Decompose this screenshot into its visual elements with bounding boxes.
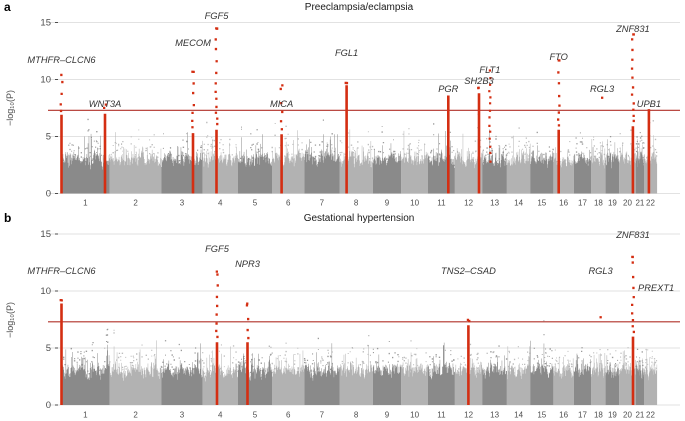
svg-text:16: 16 (559, 199, 568, 208)
svg-text:20: 20 (623, 411, 632, 420)
svg-text:1: 1 (83, 199, 88, 208)
svg-text:17: 17 (578, 199, 587, 208)
svg-text:10: 10 (410, 411, 419, 420)
svg-text:20: 20 (623, 199, 632, 208)
svg-text:−log₁₀(P): −log₁₀(P) (5, 302, 15, 338)
svg-text:MTHFR–CLCN6: MTHFR–CLCN6 (27, 55, 96, 65)
svg-text:a: a (4, 0, 11, 14)
svg-text:7: 7 (320, 411, 325, 420)
svg-text:15: 15 (537, 411, 546, 420)
svg-text:14: 14 (514, 199, 523, 208)
svg-text:3: 3 (180, 411, 185, 420)
svg-text:Gestational hypertension: Gestational hypertension (304, 213, 415, 224)
svg-text:11: 11 (437, 411, 446, 420)
svg-text:MECOM: MECOM (175, 38, 211, 48)
svg-text:14: 14 (514, 411, 523, 420)
svg-text:15: 15 (40, 18, 51, 29)
svg-text:5: 5 (46, 343, 51, 354)
svg-text:4: 4 (218, 411, 223, 420)
svg-text:19: 19 (608, 199, 617, 208)
svg-text:6: 6 (286, 199, 291, 208)
svg-text:7: 7 (320, 199, 325, 208)
svg-text:5: 5 (253, 411, 258, 420)
svg-text:PREXT1: PREXT1 (638, 283, 674, 293)
svg-text:15: 15 (40, 229, 51, 240)
svg-text:19: 19 (608, 411, 617, 420)
svg-text:RGL3: RGL3 (590, 84, 615, 94)
svg-text:15: 15 (537, 199, 546, 208)
svg-text:22: 22 (646, 411, 655, 420)
svg-text:13: 13 (490, 411, 499, 420)
svg-text:17: 17 (578, 411, 587, 420)
svg-text:16: 16 (559, 411, 568, 420)
svg-text:TNS2–CSAD: TNS2–CSAD (441, 266, 496, 276)
svg-text:18: 18 (594, 199, 603, 208)
svg-text:11: 11 (437, 199, 446, 208)
svg-text:8: 8 (354, 411, 359, 420)
svg-text:10: 10 (40, 286, 51, 297)
svg-text:2: 2 (133, 199, 138, 208)
svg-text:UPB1: UPB1 (637, 99, 661, 109)
svg-text:RGL3: RGL3 (588, 266, 613, 276)
svg-text:FGF5: FGF5 (205, 244, 230, 254)
svg-text:5: 5 (253, 199, 258, 208)
svg-text:WNT3A: WNT3A (89, 99, 122, 109)
svg-text:0: 0 (46, 400, 51, 411)
svg-text:1: 1 (83, 411, 88, 420)
svg-text:MICA: MICA (270, 99, 293, 109)
svg-text:21: 21 (635, 411, 644, 420)
svg-text:8: 8 (354, 199, 359, 208)
svg-text:6: 6 (286, 411, 291, 420)
svg-text:21: 21 (635, 199, 644, 208)
svg-text:3: 3 (180, 199, 185, 208)
svg-text:FLT1: FLT1 (479, 65, 500, 75)
svg-text:9: 9 (385, 411, 390, 420)
svg-text:22: 22 (646, 199, 655, 208)
svg-text:NPR3: NPR3 (235, 259, 261, 269)
svg-text:5: 5 (46, 132, 51, 143)
svg-text:FGL1: FGL1 (335, 48, 358, 58)
svg-text:9: 9 (385, 199, 390, 208)
svg-text:b: b (4, 211, 11, 225)
svg-text:ZNF831: ZNF831 (615, 24, 650, 34)
svg-text:18: 18 (594, 411, 603, 420)
svg-text:2: 2 (133, 411, 138, 420)
svg-text:0: 0 (46, 189, 51, 200)
svg-text:FTO: FTO (549, 52, 567, 62)
svg-text:10: 10 (40, 75, 51, 86)
svg-text:Preeclampsia/eclampsia: Preeclampsia/eclampsia (305, 2, 414, 13)
svg-text:−log₁₀(P): −log₁₀(P) (5, 90, 15, 126)
svg-text:FGF5: FGF5 (205, 11, 230, 21)
svg-text:12: 12 (464, 411, 473, 420)
svg-text:12: 12 (464, 199, 473, 208)
svg-text:ZNF831: ZNF831 (615, 230, 650, 240)
svg-text:13: 13 (490, 199, 499, 208)
svg-text:10: 10 (410, 199, 419, 208)
svg-text:PGR: PGR (438, 84, 458, 94)
svg-text:SH2B3: SH2B3 (464, 76, 494, 86)
svg-text:MTHFR–CLCN6: MTHFR–CLCN6 (27, 266, 96, 276)
svg-text:4: 4 (218, 199, 223, 208)
